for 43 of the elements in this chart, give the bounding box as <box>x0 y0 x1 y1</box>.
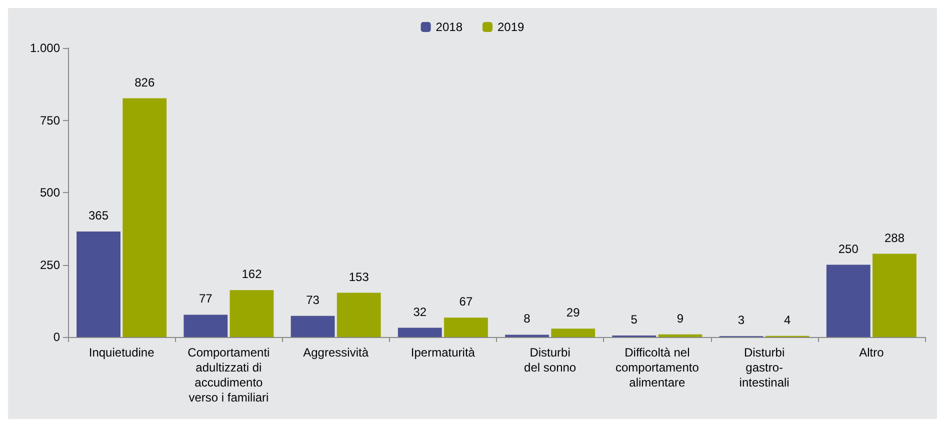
data-label: 5 <box>630 312 638 327</box>
y-tick-label: 1.000 <box>30 41 60 55</box>
bar <box>184 314 228 337</box>
y-tick-label: 500 <box>40 186 60 200</box>
data-label: 365 <box>88 208 109 223</box>
data-label: 3 <box>738 313 745 328</box>
data-label: 826 <box>134 75 155 90</box>
x-tick-label: Difficoltà nel comportamento alimentare <box>616 346 700 390</box>
bar <box>872 254 916 337</box>
data-label: 9 <box>676 311 684 326</box>
y-tick-label: 250 <box>40 258 60 272</box>
bar <box>76 232 120 337</box>
bar <box>230 290 274 337</box>
bar <box>658 334 702 337</box>
bar <box>444 318 488 337</box>
x-tick-label: Altro <box>859 346 884 360</box>
data-label: 250 <box>838 242 859 256</box>
legend-label: 2018 <box>436 20 463 34</box>
x-tick-label: Disturbi del sonno <box>524 346 576 374</box>
data-label: 153 <box>348 270 370 284</box>
data-label: 67 <box>459 294 473 309</box>
y-tick-label: 750 <box>40 113 60 128</box>
data-label: 4 <box>784 312 792 327</box>
x-tick-label: Disturbi gastro- intestinali <box>739 346 790 390</box>
bar <box>336 292 381 337</box>
data-label: 162 <box>242 267 262 282</box>
data-label: 77 <box>198 292 213 306</box>
legend-label: 2019 <box>498 20 525 34</box>
x-tick-label: Inquietudine <box>88 346 155 360</box>
bar <box>122 98 167 337</box>
x-tick-label: Aggressività <box>303 346 369 360</box>
bar <box>826 264 870 337</box>
bar <box>551 328 596 337</box>
bar <box>290 316 335 337</box>
bar <box>398 328 442 337</box>
data-label: 29 <box>566 306 580 320</box>
data-label: 32 <box>413 304 427 319</box>
y-tick-label: 0 <box>53 330 60 344</box>
data-label: 8 <box>524 312 531 326</box>
x-tick-label: Comportamenti adultizzati di accudimento verso i familiari <box>188 346 270 404</box>
x-tick-label: Ipermaturità <box>410 346 476 360</box>
data-label: 73 <box>306 292 320 307</box>
data-label: 288 <box>884 230 905 245</box>
